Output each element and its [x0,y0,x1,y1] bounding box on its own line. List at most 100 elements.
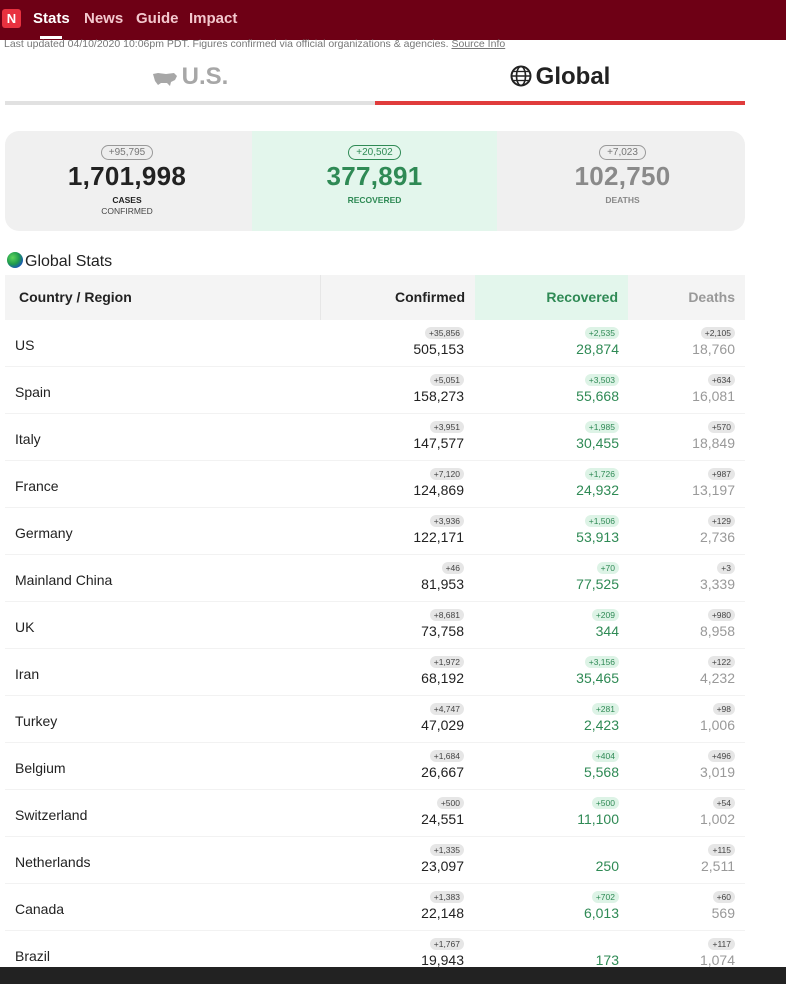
table-row[interactable]: Mainland China +46 81,953 +70 77,525 +3 3,339 [5,555,745,602]
recovered-cell: +500 11,100 [475,793,619,827]
table-row[interactable]: Turkey +4,747 47,029 +281 2,423 +98 1,006 [5,696,745,743]
confirmed-delta: +4,747 [429,703,464,715]
header-confirmed[interactable]: Confirmed [320,275,475,320]
deaths-value: 8,958 [699,623,735,639]
confirmed-cell: +1,684 26,667 [320,746,464,780]
country-name: Canada [15,901,65,917]
recovered-delta: +1,985 [584,421,619,433]
confirmed-value: 124,869 [413,482,464,498]
globe-icon [510,65,532,87]
table-row[interactable]: Switzerland +500 24,551 +500 11,100 +54 1,002 [5,790,745,837]
deaths-delta: +129 [707,515,735,527]
recovered-value: 6,013 [583,905,619,921]
header-country[interactable]: Country / Region [19,289,132,305]
recovered-value: 30,455 [576,435,619,451]
deaths-value: 13,197 [692,482,735,498]
header-recovered[interactable]: Recovered [475,275,628,320]
top-nav-bar: N Stats News Guide Impact [0,0,786,40]
deaths-delta: +117 [708,938,735,950]
confirmed-delta: +7,120 [429,468,464,480]
recovered-delta: +404 [591,750,619,762]
recovered-value: 55,668 [576,388,619,404]
nav-impact[interactable]: Impact [189,10,238,27]
header-deaths[interactable]: Deaths [688,289,735,305]
section-title-text: Global Stats [25,253,113,270]
deaths-cell: +54 1,002 [628,793,735,827]
source-info-link[interactable]: Source Info [451,38,506,50]
table-row[interactable]: Spain +5,051 158,273 +3,503 55,668 +634 16,081 [5,367,745,414]
tab-us[interactable]: U.S. [5,60,375,105]
recovered-value: 11,100 [577,811,619,827]
deaths-total: 102,750 [574,161,671,191]
nav-guide[interactable]: Guide [136,10,179,27]
deaths-delta: +60 [712,891,735,903]
deaths-value: 18,849 [692,435,735,451]
table-row[interactable]: Canada +1,383 22,148 +702 6,013 +60 569 [5,884,745,931]
deaths-delta: +115 [708,844,735,856]
recovered-delta: +2,535 [584,327,619,339]
recovered-delta: +1,726 [584,468,619,480]
confirmed-cell: +1,972 68,192 [320,652,464,686]
recovered-value: 53,913 [576,529,619,545]
updated-message: Last updated 04/10/2020 10:06pm PDT. Fig… [4,38,449,50]
confirmed-delta: +1,767 [429,938,464,950]
section-title: Global Stats [7,252,112,271]
confirmed-cell: +500 24,551 [320,793,464,827]
table-row[interactable]: Belgium +1,684 26,667 +404 5,568 +496 3,019 [5,743,745,790]
cases-label: CASES [112,195,142,205]
confirmed-value: 68,192 [421,670,464,686]
deaths-cell: +634 16,081 [628,370,735,404]
table-row[interactable]: Germany +3,936 122,171 +1,506 53,913 +129 2,73… [5,508,745,555]
recovered-cell: +3,503 55,668 [475,370,619,404]
confirmed-cell: +4,747 47,029 [320,699,464,733]
table-row[interactable]: Netherlands +1,335 23,097 250 +115 2,511 [5,837,745,884]
recovered-value: 250 [595,858,619,874]
global-stats-table: Country / Region Confirmed Recovered Dea… [5,275,745,978]
table-row[interactable]: UK +8,681 73,758 +209 344 +980 8,958 [5,602,745,649]
deaths-delta: +54 [712,797,735,809]
recovered-value: 35,465 [576,670,619,686]
nav-news[interactable]: News [84,10,124,27]
deaths-cell: +129 2,736 [628,511,735,545]
deaths-cell: +987 13,197 [628,464,735,498]
confirmed-delta: +1,972 [429,656,464,668]
table-body: US +35,856 505,153 +2,535 28,874 +2,105 18,760… [5,320,745,978]
recovered-value: 28,874 [576,341,619,357]
confirmed-value: 122,171 [413,529,464,545]
confirmed-cell: +1,383 22,148 [320,887,464,921]
deaths-cell: +115 2,511 [628,840,735,874]
confirmed-cell: +3,951 147,577 [320,417,464,451]
recovered-total: 377,891 [326,161,423,191]
deaths-delta: +2,105 [700,327,735,339]
recovered-cell: +70 77,525 [475,558,619,592]
deaths-cell: +980 8,958 [628,605,735,639]
country-name: France [15,478,59,494]
confirmed-cell: +1,335 23,097 [320,840,464,874]
country-name: Mainland China [15,572,113,588]
deaths-cell: +496 3,019 [628,746,735,780]
confirmed-cell: +7,120 124,869 [320,464,464,498]
deaths-delta: +122 [707,656,735,668]
confirmed-value: 505,153 [413,341,464,357]
recovered-cell: +1,506 53,913 [475,511,619,545]
brand-logo[interactable]: N [2,9,21,28]
recovered-delta: +3,156 [584,656,619,668]
tab-global[interactable]: Global [375,60,745,105]
last-updated-text: Last updated 04/10/2020 10:06pm PDT. Fig… [4,38,505,50]
summary-recovered: +20,502 377,891 RECOVERED [252,131,497,231]
table-row[interactable]: Iran +1,972 68,192 +3,156 35,465 +122 4,232 [5,649,745,696]
recovered-cell: +1,726 24,932 [475,464,619,498]
recovered-delta: +702 [591,891,619,903]
table-row[interactable]: Italy +3,951 147,577 +1,985 30,455 +570 18,849 [5,414,745,461]
cases-sublabel: CONFIRMED [101,206,153,216]
table-row[interactable]: US +35,856 505,153 +2,535 28,874 +2,105 18,760 [5,320,745,367]
recovered-delta: +209 [591,609,619,621]
table-row[interactable]: France +7,120 124,869 +1,726 24,932 +987 13,19… [5,461,745,508]
summary-deaths: +7,023 102,750 DEATHS [500,131,745,231]
confirmed-cell: +1,767 19,943 [320,934,464,968]
confirmed-value: 23,097 [421,858,464,874]
recovered-delta-badge: +20,502 [348,145,401,160]
nav-stats[interactable]: Stats [33,10,70,27]
cases-delta-badge: +95,795 [100,145,154,160]
deaths-delta: +987 [707,468,735,480]
